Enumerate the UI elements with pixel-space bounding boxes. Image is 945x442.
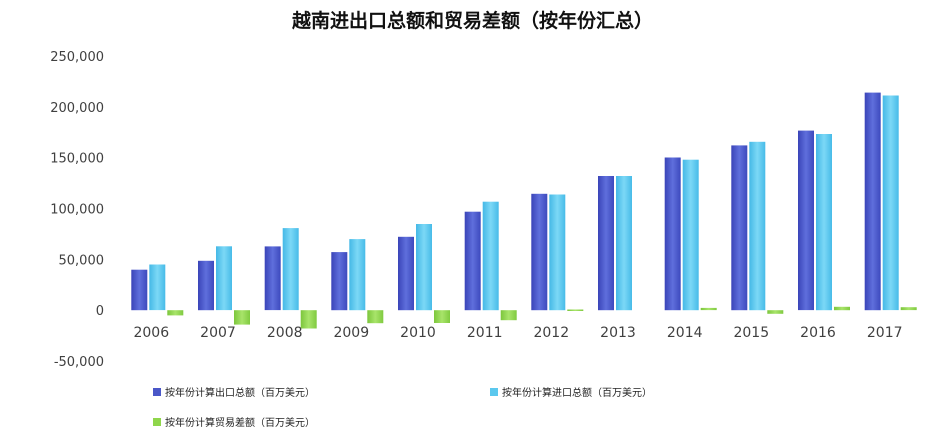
import-bar-2013 — [616, 176, 632, 311]
export-bar-2016 — [798, 130, 814, 311]
y-tick-label: -50,000 — [54, 355, 104, 370]
x-tick-label: 2016 — [800, 325, 836, 341]
bars — [131, 92, 917, 329]
y-tick-label: 200,000 — [50, 101, 104, 116]
balance-bar-2009 — [367, 310, 384, 324]
y-tick-label: 0 — [96, 304, 104, 319]
x-tick-label: 2006 — [133, 325, 169, 341]
import-bar-2008 — [282, 228, 299, 311]
y-axis: 250,000 200,000 150,000 100,000 50,000 0 -50,0… — [50, 50, 104, 370]
import-bar-2007 — [216, 246, 232, 311]
y-tick-label: 50,000 — [59, 253, 105, 268]
import-bar-2006 — [149, 264, 166, 311]
import-bar-2016 — [816, 134, 832, 311]
x-tick-label: 2008 — [267, 325, 303, 341]
x-tick-label: 2009 — [333, 325, 369, 341]
x-tick-label: 2014 — [667, 325, 703, 341]
y-tick-label: 150,000 — [50, 152, 104, 167]
x-tick-label: 2011 — [467, 325, 503, 341]
export-bar-2017 — [864, 92, 881, 311]
export-bar-2013 — [598, 176, 614, 311]
chart-title: 越南进出口总额和贸易差额（按年份汇总） — [291, 10, 653, 32]
x-tick-label: 2010 — [400, 325, 436, 341]
balance-bar-2006 — [167, 310, 184, 316]
legend-swatch-1 — [490, 388, 498, 396]
export-bar-2009 — [331, 252, 348, 311]
balance-bar-2012 — [567, 309, 584, 311]
import-bar-2014 — [682, 159, 699, 311]
legend-swatch-0 — [153, 388, 161, 396]
export-bar-2007 — [198, 260, 214, 311]
legend: 按年份计算出口总额（百万美元） 按年份计算进口总额（百万美元） 按年份计算贸易差额（… — [153, 386, 652, 429]
x-tick-label: 2012 — [533, 325, 569, 341]
x-tick-label: 2015 — [733, 325, 769, 341]
export-bar-2006 — [131, 269, 148, 311]
legend-label-1: 按年份计算进口总额（百万美元） — [502, 386, 652, 399]
export-bar-2014 — [664, 157, 681, 311]
import-bar-2012 — [549, 194, 566, 311]
legend-label-0: 按年份计算出口总额（百万美元） — [165, 386, 315, 399]
import-bar-2017 — [882, 95, 899, 311]
y-tick-label: 100,000 — [50, 203, 104, 218]
balance-bar-2007 — [234, 310, 250, 325]
export-bar-2012 — [531, 193, 548, 311]
balance-bar-2011 — [500, 310, 517, 321]
balance-bar-2015 — [767, 310, 784, 314]
export-bar-2015 — [731, 145, 748, 311]
balance-bar-2017 — [900, 307, 917, 311]
balance-bar-2016 — [834, 306, 850, 311]
x-axis: 2006 2007 2008 2009 2010 2011 2012 2013 2014 2015… — [133, 325, 902, 341]
legend-swatch-2 — [153, 418, 161, 426]
balance-bar-2008 — [300, 310, 317, 329]
import-bar-2015 — [749, 141, 766, 311]
export-bar-2008 — [264, 246, 281, 311]
y-tick-label: 250,000 — [50, 50, 104, 65]
import-bar-2011 — [482, 201, 499, 311]
export-bar-2011 — [464, 211, 481, 311]
import-bar-2010 — [416, 224, 432, 311]
x-tick-label: 2017 — [867, 325, 903, 341]
balance-bar-2010 — [434, 310, 450, 323]
x-tick-label: 2007 — [200, 325, 236, 341]
import-bar-2009 — [349, 239, 366, 311]
legend-label-2: 按年份计算贸易差额（百万美元） — [165, 416, 315, 429]
x-tick-label: 2013 — [600, 325, 636, 341]
export-bar-2010 — [398, 236, 414, 311]
balance-bar-2014 — [700, 307, 717, 311]
